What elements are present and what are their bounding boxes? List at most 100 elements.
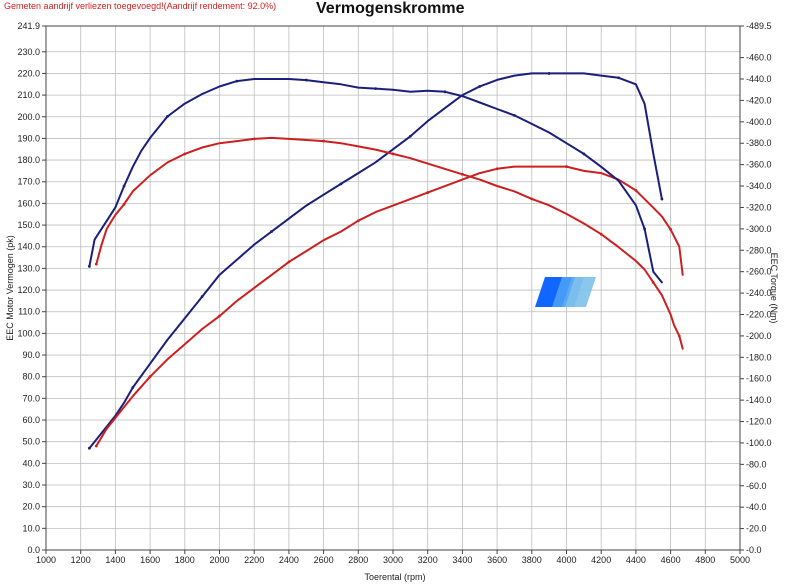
data-point (391, 152, 395, 156)
x-tick-label: 2000 (209, 555, 229, 565)
left-tick-label: 120.0 (17, 285, 40, 295)
left-tick-label: 50.0 (22, 437, 40, 447)
right-tick-label: -320.0 (746, 202, 772, 212)
left-tick-label: 90.0 (22, 350, 40, 360)
blue-power-line (88, 72, 663, 450)
data-point (634, 189, 638, 192)
x-tick-label: 5000 (730, 555, 750, 565)
x-tick-label: 1600 (140, 555, 160, 565)
right-tick-label: -120.0 (746, 417, 772, 427)
left-axis-label: EEC Motor Vermogen (pk) (5, 235, 15, 341)
right-tick-label: -460.0 (746, 53, 772, 63)
right-tick-label: -300.0 (746, 224, 772, 234)
left-tick-label: 70.0 (22, 393, 40, 403)
left-tick-label: 160.0 (17, 198, 40, 208)
data-point (235, 79, 239, 83)
right-tick-label: -200.0 (746, 331, 772, 341)
x-tick-label: 1200 (71, 555, 91, 565)
left-tick-label: 60.0 (22, 415, 40, 425)
left-tick-label: 20.0 (22, 502, 40, 512)
right-tick-label: -140.0 (746, 395, 772, 405)
data-point (270, 230, 273, 233)
left-tick-label: 241.9 (17, 21, 40, 31)
data-point (122, 202, 126, 206)
data-point (660, 197, 664, 201)
data-point (356, 219, 360, 223)
x-tick-label: 3400 (452, 555, 472, 565)
left-tick-label: 0.0 (27, 545, 40, 555)
left-tick-label: 30.0 (22, 480, 40, 490)
data-point (252, 137, 256, 141)
left-tick-label: 110.0 (18, 307, 40, 317)
data-point (643, 227, 646, 231)
right-tick-label: -60.0 (746, 481, 767, 491)
data-point (304, 78, 308, 82)
data-point (200, 295, 204, 298)
right-tick-label: -440.0 (746, 74, 772, 84)
data-point (322, 139, 325, 143)
x-tick-label: 3800 (522, 555, 542, 565)
data-point (651, 280, 655, 284)
x-tick-label: 1000 (36, 555, 56, 565)
data-point (166, 115, 169, 118)
data-point (94, 262, 98, 266)
left-tick-label: 180.0 (17, 155, 40, 165)
x-tick-label: 4600 (661, 555, 681, 565)
x-tick-label: 3000 (383, 555, 403, 565)
data-point (408, 134, 412, 138)
x-tick-label: 2400 (279, 555, 299, 565)
right-tick-label: -0.0 (746, 545, 762, 555)
x-tick-label: 4400 (626, 555, 646, 565)
red-torque-line (95, 136, 684, 350)
left-tick-label: 140.0 (17, 242, 40, 252)
watermark-logo (535, 277, 596, 307)
x-tick-label: 2800 (348, 555, 368, 565)
right-tick-label: -380.0 (746, 138, 772, 148)
left-tick-label: 40.0 (22, 458, 40, 468)
x-tick-label: 4000 (556, 555, 576, 565)
right-tick-label: -489.5 (746, 21, 772, 31)
right-tick-label: -260.0 (746, 267, 772, 277)
data-point (183, 152, 187, 156)
data-point (677, 334, 681, 338)
right-tick-label: -340.0 (746, 181, 772, 191)
grid-lines (45, 25, 741, 551)
data-point (669, 228, 672, 231)
data-point (547, 72, 551, 75)
right-tick-label: -280.0 (746, 245, 772, 255)
top-bar: Gemeten aandrijf verliezen toegevoegd!(A… (0, 0, 795, 22)
blue-torque-line (88, 78, 663, 284)
left-tick-label: 10.0 (22, 523, 40, 533)
x-tick-label: 4200 (591, 555, 611, 565)
red-power-line (95, 165, 684, 447)
left-tick-label: 80.0 (22, 372, 40, 382)
right-tick-label: -240.0 (746, 288, 772, 298)
left-tick-label: 130.0 (17, 263, 40, 273)
series-group (87, 72, 684, 450)
data-point (426, 191, 430, 194)
left-tick-label: 170.0 (17, 177, 40, 187)
data-point (495, 167, 499, 171)
data-point (374, 87, 378, 91)
data-point (617, 76, 620, 80)
left-tick-label: 230.0 (17, 47, 40, 57)
right-tick-label: -100.0 (746, 438, 772, 448)
data-point (530, 197, 534, 201)
x-tick-label: 1400 (105, 555, 125, 565)
x-tick-label: 4800 (695, 555, 715, 565)
x-tick-label: 2200 (244, 555, 264, 565)
right-tick-label: -400.0 (746, 117, 772, 127)
data-point (443, 90, 447, 94)
data-point (94, 444, 98, 448)
right-tick-label: -180.0 (746, 352, 772, 362)
left-tick-label: 150.0 (17, 220, 40, 230)
data-point (131, 386, 135, 389)
data-point (582, 152, 586, 156)
left-tick-label: 210.0 (17, 90, 40, 100)
right-tick-label: -80.0 (746, 459, 767, 469)
data-point (122, 184, 126, 188)
data-point (565, 165, 568, 168)
data-point (148, 375, 152, 379)
drivetrain-loss-note: Gemeten aandrijf verliezen toegevoegd!(A… (4, 1, 277, 11)
